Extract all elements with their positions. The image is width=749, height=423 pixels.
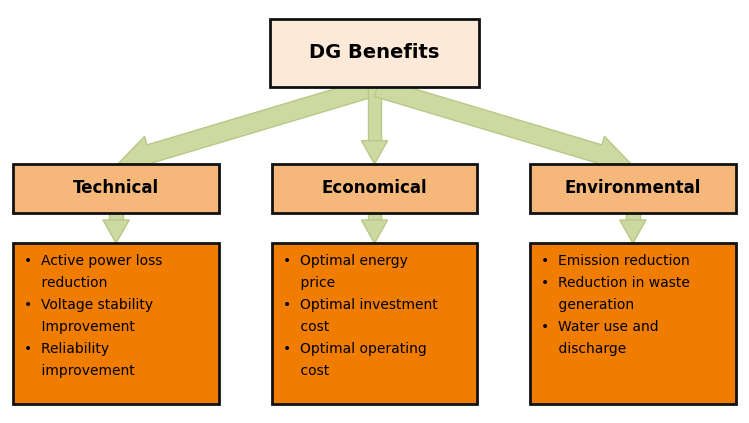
Text: •  Optimal operating: • Optimal operating <box>283 342 426 356</box>
Polygon shape <box>620 220 646 243</box>
Text: cost: cost <box>283 320 329 334</box>
Text: cost: cost <box>283 364 329 378</box>
Text: DG Benefits: DG Benefits <box>309 44 440 62</box>
Text: Improvement: Improvement <box>24 320 136 334</box>
FancyBboxPatch shape <box>13 243 219 404</box>
Text: Economical: Economical <box>321 179 428 197</box>
Text: •  Active power loss: • Active power loss <box>24 254 163 268</box>
FancyBboxPatch shape <box>271 164 478 212</box>
Text: •  Water use and: • Water use and <box>541 320 659 334</box>
Text: Environmental: Environmental <box>565 179 701 197</box>
FancyBboxPatch shape <box>368 212 381 220</box>
Text: •  Voltage stability: • Voltage stability <box>24 298 154 312</box>
FancyBboxPatch shape <box>13 164 219 212</box>
FancyBboxPatch shape <box>368 87 381 140</box>
Text: •  Optimal energy: • Optimal energy <box>283 254 407 268</box>
Text: price: price <box>283 276 335 290</box>
Polygon shape <box>361 220 388 243</box>
FancyBboxPatch shape <box>109 212 123 220</box>
FancyBboxPatch shape <box>530 243 736 404</box>
Text: •  Reliability: • Reliability <box>24 342 109 356</box>
Text: generation: generation <box>541 298 634 312</box>
Text: •  Emission reduction: • Emission reduction <box>541 254 690 268</box>
Text: Technical: Technical <box>73 179 159 197</box>
FancyArrowPatch shape <box>119 79 374 171</box>
Text: reduction: reduction <box>24 276 108 290</box>
Polygon shape <box>103 220 129 243</box>
FancyBboxPatch shape <box>270 19 479 87</box>
Text: improvement: improvement <box>24 364 135 378</box>
FancyBboxPatch shape <box>626 212 640 220</box>
Text: •  Reduction in waste: • Reduction in waste <box>541 276 690 290</box>
Text: discharge: discharge <box>541 342 626 356</box>
FancyArrowPatch shape <box>374 79 630 171</box>
Text: •  Optimal investment: • Optimal investment <box>283 298 437 312</box>
Polygon shape <box>361 140 388 164</box>
FancyBboxPatch shape <box>530 164 736 212</box>
FancyBboxPatch shape <box>271 243 478 404</box>
